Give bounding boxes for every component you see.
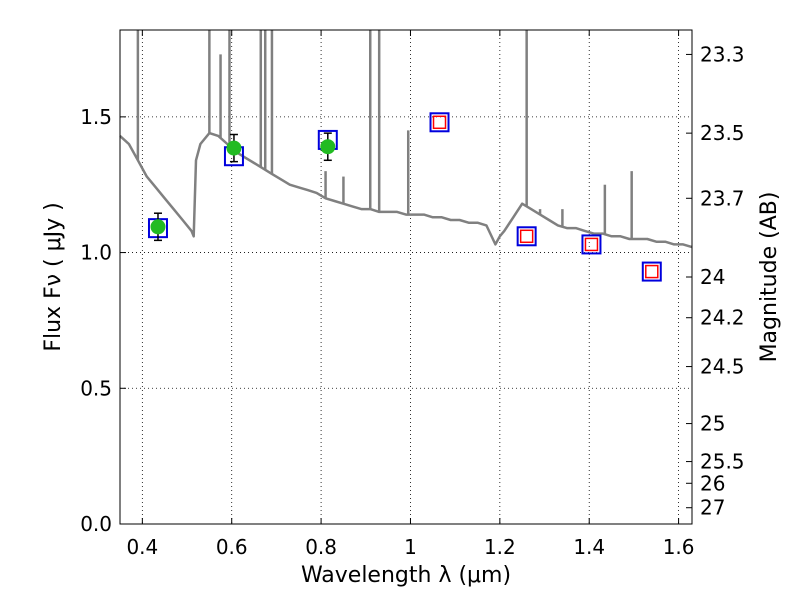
y2-axis-label: Magnitude (AB) xyxy=(757,192,782,363)
y2-tick-label: 25 xyxy=(700,412,725,436)
y2-tick-label: 24 xyxy=(700,265,725,289)
observed-point xyxy=(226,140,242,156)
y2-tick-label: 27 xyxy=(700,496,725,520)
observed-point xyxy=(320,139,336,155)
model-photometry-box xyxy=(429,112,450,133)
y-axis-label: Flux Fν ( μJy ) xyxy=(41,202,66,351)
model-photometry-box xyxy=(641,261,662,282)
y-tick-label: 0.5 xyxy=(80,376,112,400)
observed-point xyxy=(150,219,166,235)
synthetic-photometry-box xyxy=(432,115,447,130)
model-spectrum xyxy=(119,30,693,249)
x-tick-label: 0.4 xyxy=(126,535,158,559)
x-tick-label: 0.6 xyxy=(216,535,248,559)
y2-tick-label: 24.2 xyxy=(700,306,745,330)
x-tick-label: 0.8 xyxy=(305,535,337,559)
y-tick-label: 1.5 xyxy=(80,105,112,129)
y2-tick-label: 26 xyxy=(700,471,725,495)
y2-tick-label: 24.5 xyxy=(700,355,745,379)
y-tick-label: 0.0 xyxy=(80,512,112,536)
x-tick-label: 1.6 xyxy=(663,535,695,559)
y2-tick-label: 23.3 xyxy=(700,42,745,66)
model-photometry-box xyxy=(516,226,537,247)
x-tick-label: 1.2 xyxy=(484,535,516,559)
plot-background xyxy=(120,30,692,524)
synthetic-photometry-box xyxy=(584,237,599,252)
x-tick-label: 1 xyxy=(404,535,417,559)
y2-tick-label: 23.5 xyxy=(700,121,745,145)
synthetic-photometry-box xyxy=(645,264,659,279)
y-tick-label: 1.0 xyxy=(80,241,112,265)
y2-tick-label: 25.5 xyxy=(700,450,745,474)
synthetic-photometry-box xyxy=(519,229,534,244)
observed-points xyxy=(150,132,336,242)
model-photometry-box xyxy=(581,234,602,255)
x-tick-label: 1.4 xyxy=(573,535,605,559)
x-axis-label: Wavelength λ (μm) xyxy=(301,563,511,588)
y2-tick-label: 23.7 xyxy=(700,186,745,210)
model-spectrum-line xyxy=(119,131,693,249)
axis-ticks: 0.4 0.6 0.8 1 1.2 1.4 1.6 0.0 0.5 1.0 1.5 23.3 23.5 2… xyxy=(80,30,745,559)
